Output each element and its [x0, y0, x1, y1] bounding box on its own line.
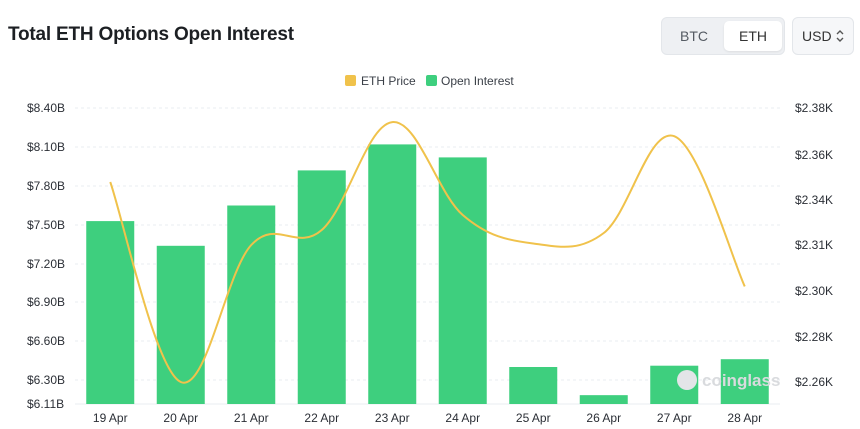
left-axis-tick: $7.20B [27, 257, 65, 271]
x-axis-tick: 20 Apr [163, 411, 198, 425]
x-axis-tick: 24 Apr [445, 411, 480, 425]
x-axis-tick: 27 Apr [657, 411, 692, 425]
x-axis-tick: 21 Apr [234, 411, 269, 425]
x-axis-tick: 26 Apr [586, 411, 621, 425]
chart-title: Total ETH Options Open Interest [8, 24, 294, 45]
x-axis-tick: 22 Apr [304, 411, 339, 425]
left-axis-tick: $7.80B [27, 179, 65, 193]
watermark: coinglass [677, 370, 780, 390]
chevron-updown-icon [836, 30, 844, 42]
currency-select[interactable]: USD [792, 17, 854, 55]
x-axis-tick: 23 Apr [375, 411, 410, 425]
coin-toggle: BTC ETH [661, 17, 785, 55]
open-interest-bar[interactable] [227, 205, 276, 405]
x-axis-tick: 19 Apr [93, 411, 128, 425]
x-axis-tick: 25 Apr [516, 411, 551, 425]
right-axis-tick: $2.36K [795, 148, 833, 162]
open-interest-bar[interactable] [509, 367, 558, 404]
btc-toggle-button[interactable]: BTC [680, 28, 708, 44]
open-interest-bar[interactable] [86, 221, 135, 404]
eth-toggle-button[interactable]: ETH [724, 21, 782, 51]
right-axis: $2.38K $2.36K $2.34K $2.31K $2.30K $2.28K $2.2… [795, 101, 833, 389]
left-axis-tick: $8.40B [27, 101, 65, 115]
right-axis-tick: $2.31K [795, 238, 833, 252]
left-axis-tick: $6.30B [27, 373, 65, 387]
left-axis-tick: $8.10B [27, 140, 65, 154]
x-axis: 19 Apr 20 Apr 21 Apr 22 Apr 23 Apr 24 Apr 25 A… [93, 411, 762, 425]
currency-value: USD [802, 28, 832, 44]
open-interest-bar[interactable] [156, 245, 205, 404]
legend-open-interest-swatch [426, 75, 437, 86]
right-axis-tick: $2.30K [795, 284, 833, 298]
left-axis-tick: $7.50B [27, 218, 65, 232]
eth-price-line [109, 121, 746, 384]
left-axis-tick: $6.11B [27, 397, 64, 411]
legend-open-interest: Open Interest [441, 74, 514, 88]
coinglass-logo-icon [677, 370, 697, 390]
legend-eth-price: ETH Price [361, 74, 416, 88]
open-interest-bar[interactable] [720, 359, 769, 404]
x-axis-tick: 28 Apr [727, 411, 762, 425]
right-axis-tick: $2.34K [795, 193, 833, 207]
legend: ETH Price Open Interest [345, 74, 514, 88]
legend-eth-price-swatch [345, 75, 356, 86]
right-axis-tick: $2.38K [795, 101, 833, 115]
open-interest-bars [86, 144, 769, 404]
left-axis-tick: $6.60B [27, 334, 65, 348]
left-axis-tick: $6.90B [27, 295, 65, 309]
right-axis-tick: $2.28K [795, 330, 833, 344]
left-axis: $8.40B $8.10B $7.80B $7.50B $7.20B $6.90B $6.6… [27, 101, 65, 411]
open-interest-bar[interactable] [579, 395, 628, 404]
right-axis-tick: $2.26K [795, 375, 833, 389]
open-interest-bar[interactable] [368, 144, 417, 404]
open-interest-bar[interactable] [438, 157, 487, 404]
watermark-text: coinglass [702, 371, 780, 390]
